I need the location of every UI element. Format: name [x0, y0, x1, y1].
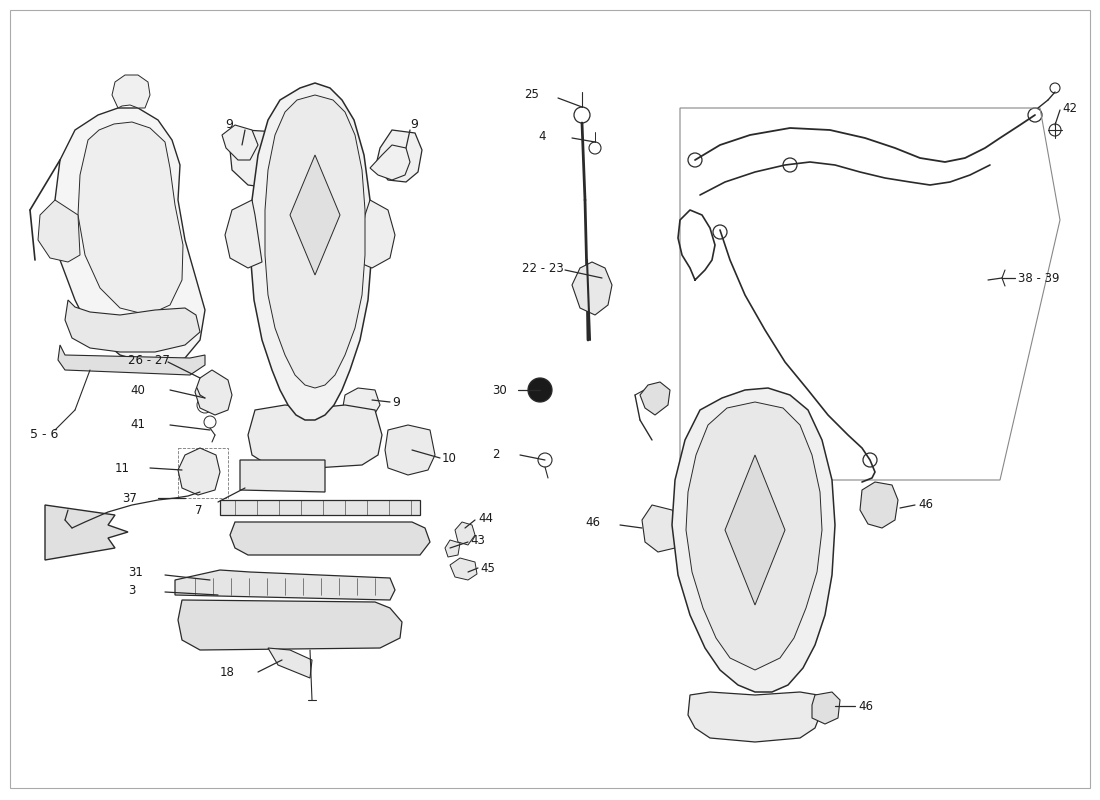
Text: 46: 46 — [858, 699, 873, 713]
Polygon shape — [686, 402, 822, 670]
Polygon shape — [65, 300, 200, 352]
Polygon shape — [446, 540, 460, 557]
Polygon shape — [268, 648, 312, 678]
Polygon shape — [220, 500, 420, 515]
Text: 30: 30 — [492, 383, 507, 397]
Text: 4: 4 — [538, 130, 546, 142]
Polygon shape — [58, 345, 205, 375]
Text: 37: 37 — [122, 491, 136, 505]
Text: 2: 2 — [492, 449, 499, 462]
Polygon shape — [248, 405, 382, 468]
Text: 25: 25 — [524, 89, 539, 102]
Polygon shape — [342, 388, 380, 420]
Text: 44: 44 — [478, 511, 493, 525]
Polygon shape — [265, 95, 365, 388]
Text: 38 - 39: 38 - 39 — [1018, 271, 1059, 285]
Polygon shape — [230, 522, 430, 555]
Text: 40: 40 — [130, 383, 145, 397]
Polygon shape — [39, 200, 80, 262]
Text: 10: 10 — [442, 451, 456, 465]
Text: 46: 46 — [585, 517, 600, 530]
Polygon shape — [370, 145, 410, 180]
Polygon shape — [642, 505, 680, 552]
Text: 26 - 27: 26 - 27 — [128, 354, 169, 366]
Polygon shape — [195, 370, 232, 415]
Circle shape — [528, 378, 552, 402]
Polygon shape — [385, 425, 435, 475]
Polygon shape — [725, 455, 785, 605]
Polygon shape — [222, 125, 258, 160]
Polygon shape — [860, 482, 898, 528]
Polygon shape — [455, 522, 475, 545]
Polygon shape — [250, 83, 372, 420]
Text: 31: 31 — [128, 566, 143, 578]
Polygon shape — [572, 262, 612, 315]
Text: 5 - 6: 5 - 6 — [30, 429, 58, 442]
Polygon shape — [178, 600, 402, 650]
Text: 43: 43 — [470, 534, 485, 546]
Text: 45: 45 — [480, 562, 495, 574]
Polygon shape — [240, 460, 324, 492]
Text: 46: 46 — [918, 498, 933, 511]
Polygon shape — [688, 692, 820, 742]
Polygon shape — [450, 558, 477, 580]
Polygon shape — [672, 388, 835, 692]
Text: 9: 9 — [226, 118, 233, 131]
Text: 3: 3 — [128, 583, 135, 597]
Polygon shape — [230, 130, 290, 188]
Text: 42: 42 — [1062, 102, 1077, 114]
Polygon shape — [812, 692, 840, 724]
Text: 7: 7 — [195, 503, 202, 517]
Bar — [178, 448, 228, 498]
Polygon shape — [175, 570, 395, 600]
Text: 9: 9 — [410, 118, 418, 131]
Polygon shape — [55, 108, 205, 365]
Polygon shape — [376, 130, 422, 182]
Text: 22 - 23: 22 - 23 — [522, 262, 563, 274]
Polygon shape — [78, 122, 183, 315]
Polygon shape — [112, 75, 150, 108]
Polygon shape — [358, 200, 395, 268]
Text: 11: 11 — [116, 462, 130, 474]
Polygon shape — [640, 382, 670, 415]
Polygon shape — [226, 200, 262, 268]
Text: 9: 9 — [392, 395, 400, 409]
Text: 18: 18 — [220, 666, 235, 678]
Polygon shape — [178, 448, 220, 495]
Text: 41: 41 — [130, 418, 145, 431]
Polygon shape — [290, 155, 340, 275]
Polygon shape — [45, 505, 128, 560]
